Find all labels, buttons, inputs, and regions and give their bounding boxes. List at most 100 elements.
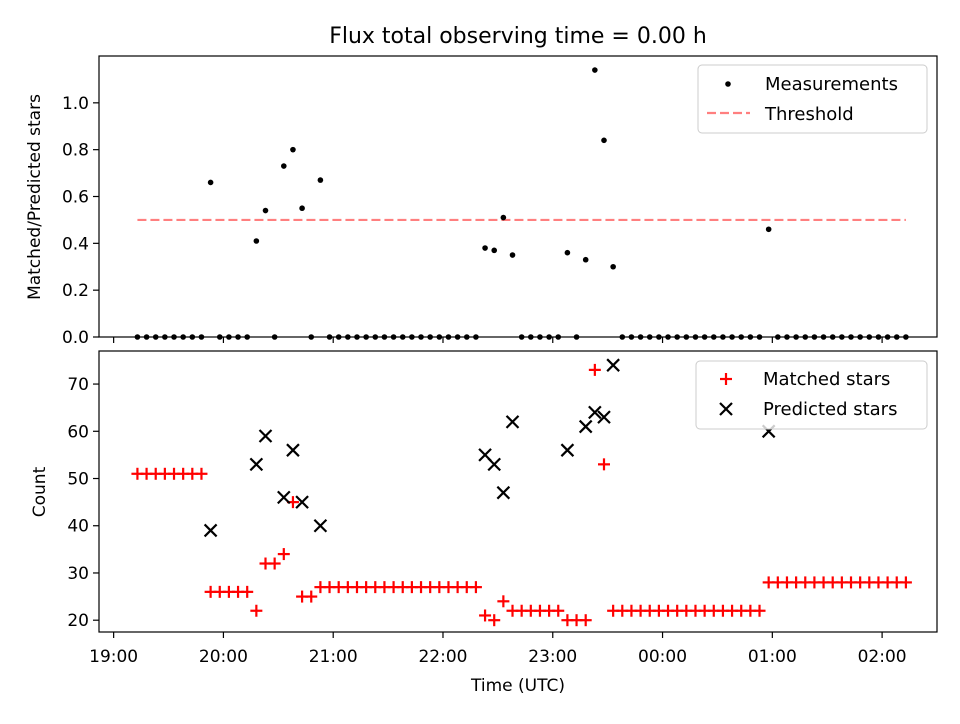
measurement-point (180, 334, 186, 340)
matched-stars-legend-label: Matched stars (763, 369, 890, 390)
predicted-star-point (560, 443, 575, 457)
matched-star-point (579, 614, 592, 627)
measurement-point (710, 334, 717, 340)
measurement-point (656, 334, 662, 340)
measurement-point (555, 334, 562, 340)
measurement-point (857, 334, 863, 340)
measurement-point (829, 334, 836, 340)
bottom-axes-frame (98, 350, 938, 633)
bottom-ytick-label: 60 (67, 422, 89, 442)
bottom-xtick-label: 20:00 (199, 647, 248, 667)
predicted-star-point (597, 410, 611, 424)
measurement-point (729, 334, 735, 340)
predicted-star-point (588, 405, 602, 420)
measurement-point (546, 334, 552, 340)
chart-title: Flux total observing time = 0.00 h (329, 24, 707, 49)
top-x-ticks (113, 337, 883, 343)
measurement-point (646, 334, 653, 340)
measurement-point (363, 334, 369, 340)
bottom-ylabel: Count (30, 466, 50, 517)
measurements-legend-label: Measurements (765, 74, 898, 95)
measurement-point (775, 334, 781, 340)
bottom-xtick-label: 02:00 (858, 647, 907, 667)
measurement-point (409, 334, 415, 340)
x-stroke-b (496, 485, 511, 500)
x-stroke-b (588, 405, 602, 420)
measurement-point (701, 334, 708, 340)
measurement-point (500, 214, 507, 221)
x-stroke-b (597, 410, 611, 424)
top-ytick-label: 0.0 (62, 328, 89, 348)
measurement-point (381, 334, 388, 340)
top-legend: Measurements Threshold (697, 64, 928, 134)
measurement-point (692, 334, 699, 340)
measurement-point (573, 334, 580, 340)
x-stroke-b (487, 457, 501, 472)
measurement-point (674, 334, 680, 340)
measurement-point (317, 177, 324, 183)
measurement-point (244, 334, 251, 340)
bottom-xtick-label: 00:00 (638, 647, 687, 667)
measurement-point (866, 334, 873, 340)
measurement-point (802, 334, 809, 340)
measurement-point (738, 334, 745, 340)
x-stroke-b (258, 429, 273, 443)
measurement-point (491, 247, 498, 254)
measurement-point (601, 137, 607, 144)
predicted-star-point (606, 358, 620, 372)
bottom-xtick-label: 01:00 (748, 647, 797, 667)
measurement-point (280, 163, 287, 169)
measurement-point (235, 334, 241, 340)
measurement-point (198, 334, 205, 340)
predicted-star-point (578, 419, 593, 434)
matched-star-point (305, 590, 318, 603)
measurement-point (893, 334, 900, 340)
measurement-point (628, 334, 635, 340)
x-stroke-b (249, 457, 264, 472)
bottom-xtick-label: 22:00 (418, 647, 467, 667)
matched-star-point (497, 595, 510, 608)
measurement-point (226, 334, 232, 340)
bottom-ytick-label: 40 (67, 517, 89, 537)
measurement-point (418, 334, 424, 340)
measurement-point (665, 334, 671, 340)
measurement-point (619, 334, 626, 340)
measurement-point (473, 334, 479, 340)
measurement-point (793, 334, 799, 340)
measurement-point (335, 334, 342, 340)
top-ytick-label: 0.6 (62, 188, 89, 208)
bottom-ytick-label: 50 (67, 470, 89, 490)
x-stroke-b (313, 518, 328, 533)
matched-star-point (597, 458, 610, 471)
x-stroke-b (277, 490, 291, 505)
top-marks (134, 67, 909, 340)
x-stroke-b (286, 443, 300, 457)
measurement-point (839, 334, 845, 340)
measurement-point (345, 334, 351, 340)
measurement-point (637, 334, 644, 340)
predicted-star-point (496, 485, 511, 500)
measurement-point (528, 334, 534, 340)
x-stroke-b (560, 443, 575, 457)
matched-star-point (469, 581, 482, 594)
measurement-point (564, 249, 571, 256)
measurement-point (463, 334, 470, 340)
measurement-point (436, 334, 443, 340)
bottom-x-ticks: 19:00 20:00 21:00 22:00 23:00 00:00 01:00 02:00 (89, 632, 907, 667)
top-ytick-label: 0.2 (62, 281, 89, 301)
measurement-point (162, 334, 168, 340)
measurement-point (592, 67, 598, 73)
measurement-point (372, 334, 379, 340)
measurement-point (308, 334, 315, 340)
predicted-star-point (277, 490, 291, 505)
predicted-star-point (203, 523, 218, 538)
measurement-point (143, 334, 150, 340)
matched-star-point (268, 557, 281, 570)
measurement-point (482, 245, 488, 251)
measurement-point (610, 263, 616, 270)
predicted-stars-legend-label: Predicted stars (763, 399, 897, 420)
measurement-point (784, 334, 790, 340)
measurement-point (454, 334, 461, 340)
measurement-point (271, 334, 278, 340)
